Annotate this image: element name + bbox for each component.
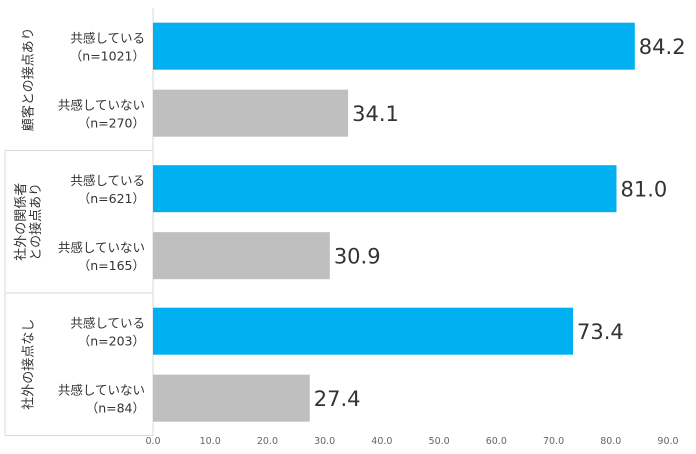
- x-tick-label: 30.0: [314, 436, 335, 447]
- row-label-n: （n=165）: [78, 258, 145, 273]
- bar: [153, 165, 617, 213]
- data-label: 81.0: [621, 178, 668, 202]
- row-label-n: （n=84）: [86, 401, 145, 416]
- row-label-n: （n=203）: [78, 334, 145, 349]
- group-label: 顧客との接点あり: [21, 27, 37, 131]
- x-tick-label: 90.0: [657, 436, 678, 447]
- bar: [153, 89, 349, 137]
- bar: [153, 232, 330, 280]
- row-label: 共感していない: [58, 240, 145, 255]
- row-label-n: （n=1021）: [70, 49, 145, 64]
- row-label-n: （n=621）: [78, 191, 145, 206]
- group-label: 社外の関係者: [13, 183, 29, 261]
- row-label: 共感している: [70, 31, 145, 46]
- group-label: との接点あり: [28, 183, 44, 261]
- bar: [153, 22, 635, 70]
- row-label: 共感していない: [58, 98, 145, 113]
- x-tick-label: 60.0: [486, 436, 507, 447]
- bar: [153, 307, 574, 355]
- data-label: 30.9: [334, 245, 381, 269]
- x-tick-label: 20.0: [257, 436, 278, 447]
- x-tick-label: 70.0: [543, 436, 564, 447]
- row-label: 共感していない: [58, 383, 145, 398]
- x-tick-label: 80.0: [600, 436, 621, 447]
- data-label: 73.4: [577, 320, 624, 344]
- row-label-n: （n=270）: [78, 116, 145, 131]
- x-tick-label: 0.0: [145, 436, 160, 447]
- x-tick-label: 40.0: [371, 436, 392, 447]
- x-tick-label: 50.0: [429, 436, 450, 447]
- x-tick-label: 10.0: [200, 436, 221, 447]
- data-label: 84.2: [639, 35, 686, 59]
- data-label: 27.4: [314, 387, 361, 411]
- data-label: 34.1: [352, 102, 399, 126]
- row-label: 共感している: [70, 173, 145, 188]
- group-label: 社外の接点なし: [21, 319, 37, 410]
- row-label: 共感している: [70, 316, 145, 331]
- bar: [153, 374, 310, 422]
